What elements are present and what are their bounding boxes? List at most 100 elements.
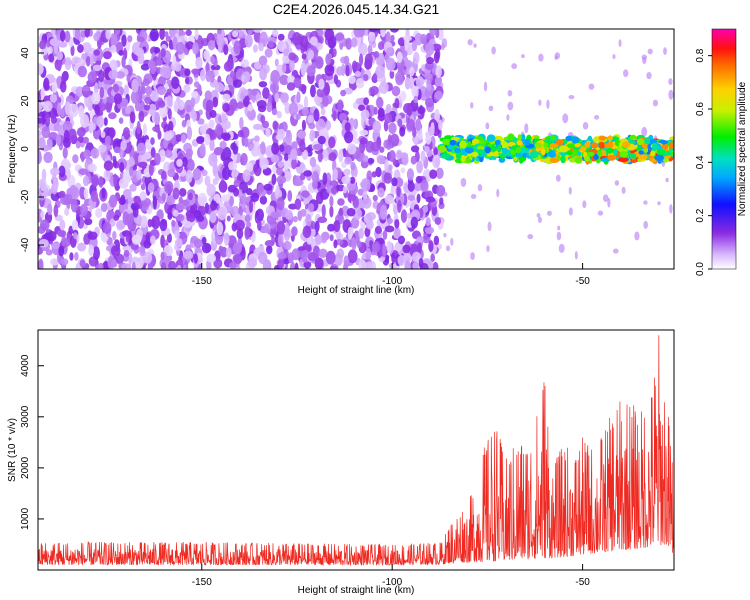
- spectrogram-cell: [347, 226, 353, 240]
- spectrogram-cell: [108, 69, 119, 80]
- spectrogram-cell: [228, 161, 238, 171]
- spectrogram-cell: [247, 29, 253, 36]
- spectrogram-cell: [628, 140, 636, 145]
- spectrogram-cell: [524, 123, 529, 134]
- spectrogram-cell: [416, 193, 421, 204]
- spectrogram-cell: [255, 208, 265, 222]
- spectrogram-cell: [135, 102, 140, 112]
- spectrogram-cell: [406, 168, 415, 181]
- spectrogram-cell: [41, 126, 51, 139]
- spectrogram-cell: [377, 187, 385, 198]
- spectrogram-cell: [425, 216, 431, 227]
- spectrogram-cell: [103, 160, 114, 171]
- spectrogram-cell: [345, 37, 353, 50]
- spectrogram-cell: [171, 219, 176, 228]
- spectrogram-cell: [175, 41, 185, 55]
- spectrogram-cell: [69, 252, 74, 261]
- spectrogram-cell: [233, 40, 241, 55]
- spectrogram-cell: [397, 235, 406, 245]
- spectrogram-cell: [442, 138, 452, 146]
- spectrogram-cell: [40, 49, 48, 56]
- spectrogram-cell: [88, 244, 95, 257]
- spectrogram-cell: [232, 253, 243, 264]
- spectrogram-cell: [276, 175, 287, 184]
- spectrogram-cell: [105, 100, 113, 113]
- spectrogram-cell: [231, 222, 238, 232]
- spectrogram-cell: [435, 167, 444, 179]
- spectrogram-cell: [167, 142, 174, 152]
- spectrogram-cell: [483, 81, 488, 92]
- spectrogram-cell: [185, 41, 195, 50]
- spectrogram-cell: [174, 238, 183, 248]
- spectrogram-cell: [643, 147, 649, 153]
- spectrogram-cell: [668, 89, 674, 100]
- spectrogram-cell: [605, 147, 614, 154]
- spectrogram-cell: [48, 53, 55, 63]
- spectrogram-cell: [235, 219, 245, 231]
- spectrogram-cell: [647, 48, 653, 55]
- spectrogram-y-axis-label: Frequency (Hz): [7, 115, 18, 184]
- spectrogram-cell: [191, 68, 200, 75]
- spectrogram-cell: [231, 169, 239, 178]
- spectrogram-cell: [83, 149, 91, 160]
- spectrogram-cell: [534, 142, 543, 148]
- spectrogram-cell: [159, 218, 168, 232]
- spectrogram-cell: [245, 205, 250, 217]
- spectrogram-cell: [378, 81, 389, 94]
- spectrogram-cell: [584, 141, 591, 148]
- spectrogram-cell: [84, 29, 90, 38]
- spectrogram-cell: [397, 199, 402, 213]
- spectrogram-cell: [53, 39, 61, 47]
- spectrogram-cell: [349, 176, 356, 184]
- spectrogram-cell: [192, 42, 200, 55]
- spectrogram-cell: [76, 127, 86, 137]
- spectrogram-cell: [397, 255, 406, 266]
- spectrogram-cell: [328, 152, 337, 162]
- spectrogram-cell: [524, 138, 531, 146]
- spectrogram-cell: [434, 76, 442, 87]
- spectrogram-cell: [329, 234, 334, 242]
- spectrogram-cell: [335, 184, 346, 192]
- spectrogram-cell: [47, 230, 57, 242]
- spectrogram-cell: [372, 120, 382, 134]
- spectrogram-cell: [38, 63, 44, 76]
- spectrogram-cell: [98, 144, 107, 153]
- spectrogram-cell: [428, 240, 434, 252]
- spectrogram-cell: [276, 196, 285, 211]
- spectrogram-cell: [394, 227, 401, 239]
- spectrogram-cell: [390, 34, 395, 42]
- spectrogram-cell: [360, 109, 370, 120]
- spectrogram-cell: [112, 158, 118, 168]
- x-tick-label: -150: [192, 577, 212, 588]
- spectrogram-cell: [424, 146, 430, 153]
- spectrogram-cell: [135, 47, 145, 57]
- spectrogram-cell: [470, 151, 479, 158]
- spectrogram-cell: [306, 236, 312, 245]
- colorbar-tick-label: 0.8: [695, 48, 706, 62]
- spectrogram-cell: [148, 163, 154, 176]
- spectrogram-cell: [669, 204, 673, 214]
- spectrogram-cell: [571, 136, 580, 144]
- spectrogram-cell: [104, 135, 111, 146]
- spectrogram-cell: [71, 219, 79, 232]
- spectrogram-cell: [191, 91, 199, 99]
- spectrogram-cell: [574, 156, 583, 164]
- spectrogram-cell: [137, 161, 148, 168]
- spectrogram-cell: [587, 151, 595, 157]
- spectrogram-cell: [172, 209, 179, 217]
- spectrogram-cell: [294, 262, 299, 269]
- spectrogram-cell: [488, 105, 494, 112]
- spectrogram-cell: [125, 232, 130, 243]
- spectrogram-cell: [59, 94, 64, 106]
- colorbar-tick-label: 0.2: [695, 208, 706, 222]
- spectrogram-cell: [110, 245, 121, 257]
- spectrogram-cell: [309, 84, 316, 98]
- spectrogram-cell: [362, 155, 369, 163]
- spectrogram-cell: [424, 97, 435, 108]
- spectrogram-cell: [507, 133, 515, 141]
- spectrogram-cell: [314, 257, 324, 269]
- spectrogram-cell: [641, 126, 648, 137]
- spectrogram-cell: [193, 81, 200, 88]
- spectrogram-cell: [338, 112, 348, 122]
- spectrogram-cell: [562, 113, 569, 124]
